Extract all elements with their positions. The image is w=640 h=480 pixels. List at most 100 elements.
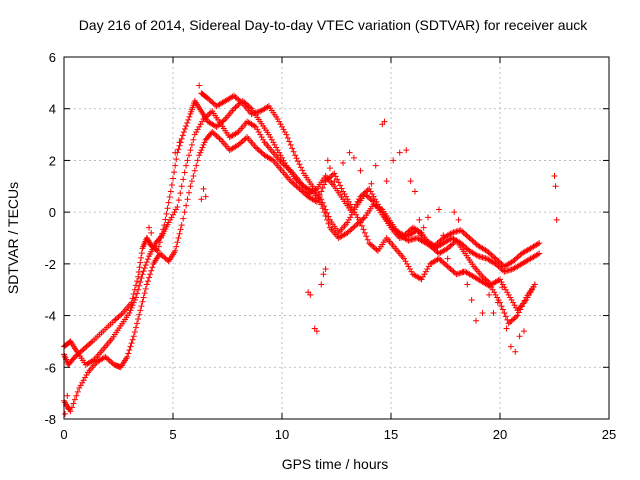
data-point: [421, 271, 428, 278]
data-point: [277, 152, 284, 159]
data-point: [473, 252, 480, 259]
data-point: [424, 266, 431, 273]
data-point: [351, 223, 358, 230]
data-point: [162, 255, 169, 262]
axis-ticks: 0 5 10 15 20 25 -8 -6 -4 -2 0 2 4 6: [44, 50, 616, 442]
data-point: [111, 317, 118, 324]
data-point: [433, 247, 440, 254]
data-point: [307, 291, 314, 298]
data-point: [367, 188, 374, 195]
data-point: [338, 185, 345, 192]
data-point: [163, 210, 170, 217]
x-tick-label: 25: [602, 427, 616, 442]
data-point: [200, 116, 207, 123]
data-point: [514, 312, 521, 319]
data-point: [143, 281, 150, 288]
data-point: [354, 214, 361, 221]
data-point: [425, 214, 432, 221]
data-point: [279, 160, 285, 167]
data-point: [185, 116, 192, 123]
data-point: [337, 182, 344, 189]
data-point: [126, 347, 133, 354]
data-point: [196, 82, 203, 89]
data-point: [322, 206, 329, 213]
data-point: [312, 197, 319, 204]
data-point: [514, 254, 521, 261]
data-point: [68, 404, 75, 411]
data-point: [348, 211, 355, 218]
data-point: [204, 112, 211, 119]
data-point: [318, 281, 325, 288]
data-point: [367, 241, 374, 248]
data-point: [165, 219, 172, 226]
data-point: [148, 229, 155, 236]
data-point: [515, 253, 522, 260]
data-point: [318, 196, 325, 203]
data-point: [235, 101, 242, 108]
data-point: [112, 316, 119, 323]
data-point: [531, 281, 538, 288]
data-point: [444, 263, 451, 270]
data-point: [492, 260, 499, 267]
data-point: [138, 303, 145, 310]
data-point: [168, 181, 175, 188]
data-point: [292, 181, 299, 188]
data-point: [255, 147, 262, 154]
data-point: [494, 299, 501, 306]
data-point: [366, 194, 373, 201]
data-point: [145, 237, 152, 244]
data-point: [449, 267, 456, 274]
data-point: [495, 297, 502, 304]
data-point: [405, 263, 412, 270]
data-point: [363, 233, 370, 240]
data-point: [313, 328, 320, 335]
data-point: [296, 185, 303, 192]
data-point: [206, 96, 213, 103]
data-point: [132, 294, 139, 301]
data-point: [536, 240, 543, 247]
data-point: [134, 320, 141, 327]
data-point: [213, 123, 220, 130]
data-point: [495, 258, 502, 265]
data-point: [191, 167, 198, 174]
data-point: [220, 117, 227, 124]
data-point: [165, 199, 172, 206]
data-point: [268, 136, 275, 143]
data-point: [356, 216, 363, 223]
data-point: [403, 260, 410, 267]
data-point: [130, 299, 137, 306]
data-point: [215, 122, 222, 129]
data-point: [369, 191, 376, 198]
data-point: [108, 359, 115, 366]
data-point: [198, 196, 205, 203]
data-point: [467, 236, 474, 243]
data-point: [482, 276, 489, 283]
data-point: [143, 259, 150, 266]
data-point: [464, 281, 471, 288]
data-point: [199, 144, 206, 151]
data-point: [313, 198, 320, 205]
data-point: [286, 138, 293, 145]
data-point: [71, 396, 78, 403]
data-point: [358, 222, 365, 229]
data-point: [156, 250, 163, 257]
data-point: [187, 147, 194, 154]
data-point: [172, 247, 179, 254]
data-point: [508, 297, 515, 304]
data-point: [340, 160, 347, 167]
data-point: [299, 167, 306, 174]
data-point: [368, 180, 375, 187]
data-point: [141, 290, 148, 297]
data-point: [274, 147, 281, 154]
data-point: [499, 306, 506, 313]
data-point: [324, 210, 331, 217]
data-point: [366, 185, 373, 192]
data-point: [137, 259, 144, 266]
data-point: [290, 180, 297, 187]
data-point: [321, 203, 328, 210]
data-point: [73, 392, 80, 399]
data-point: [495, 263, 502, 270]
data-point: [184, 119, 191, 126]
data-point: [501, 309, 508, 316]
data-point: [172, 162, 179, 169]
